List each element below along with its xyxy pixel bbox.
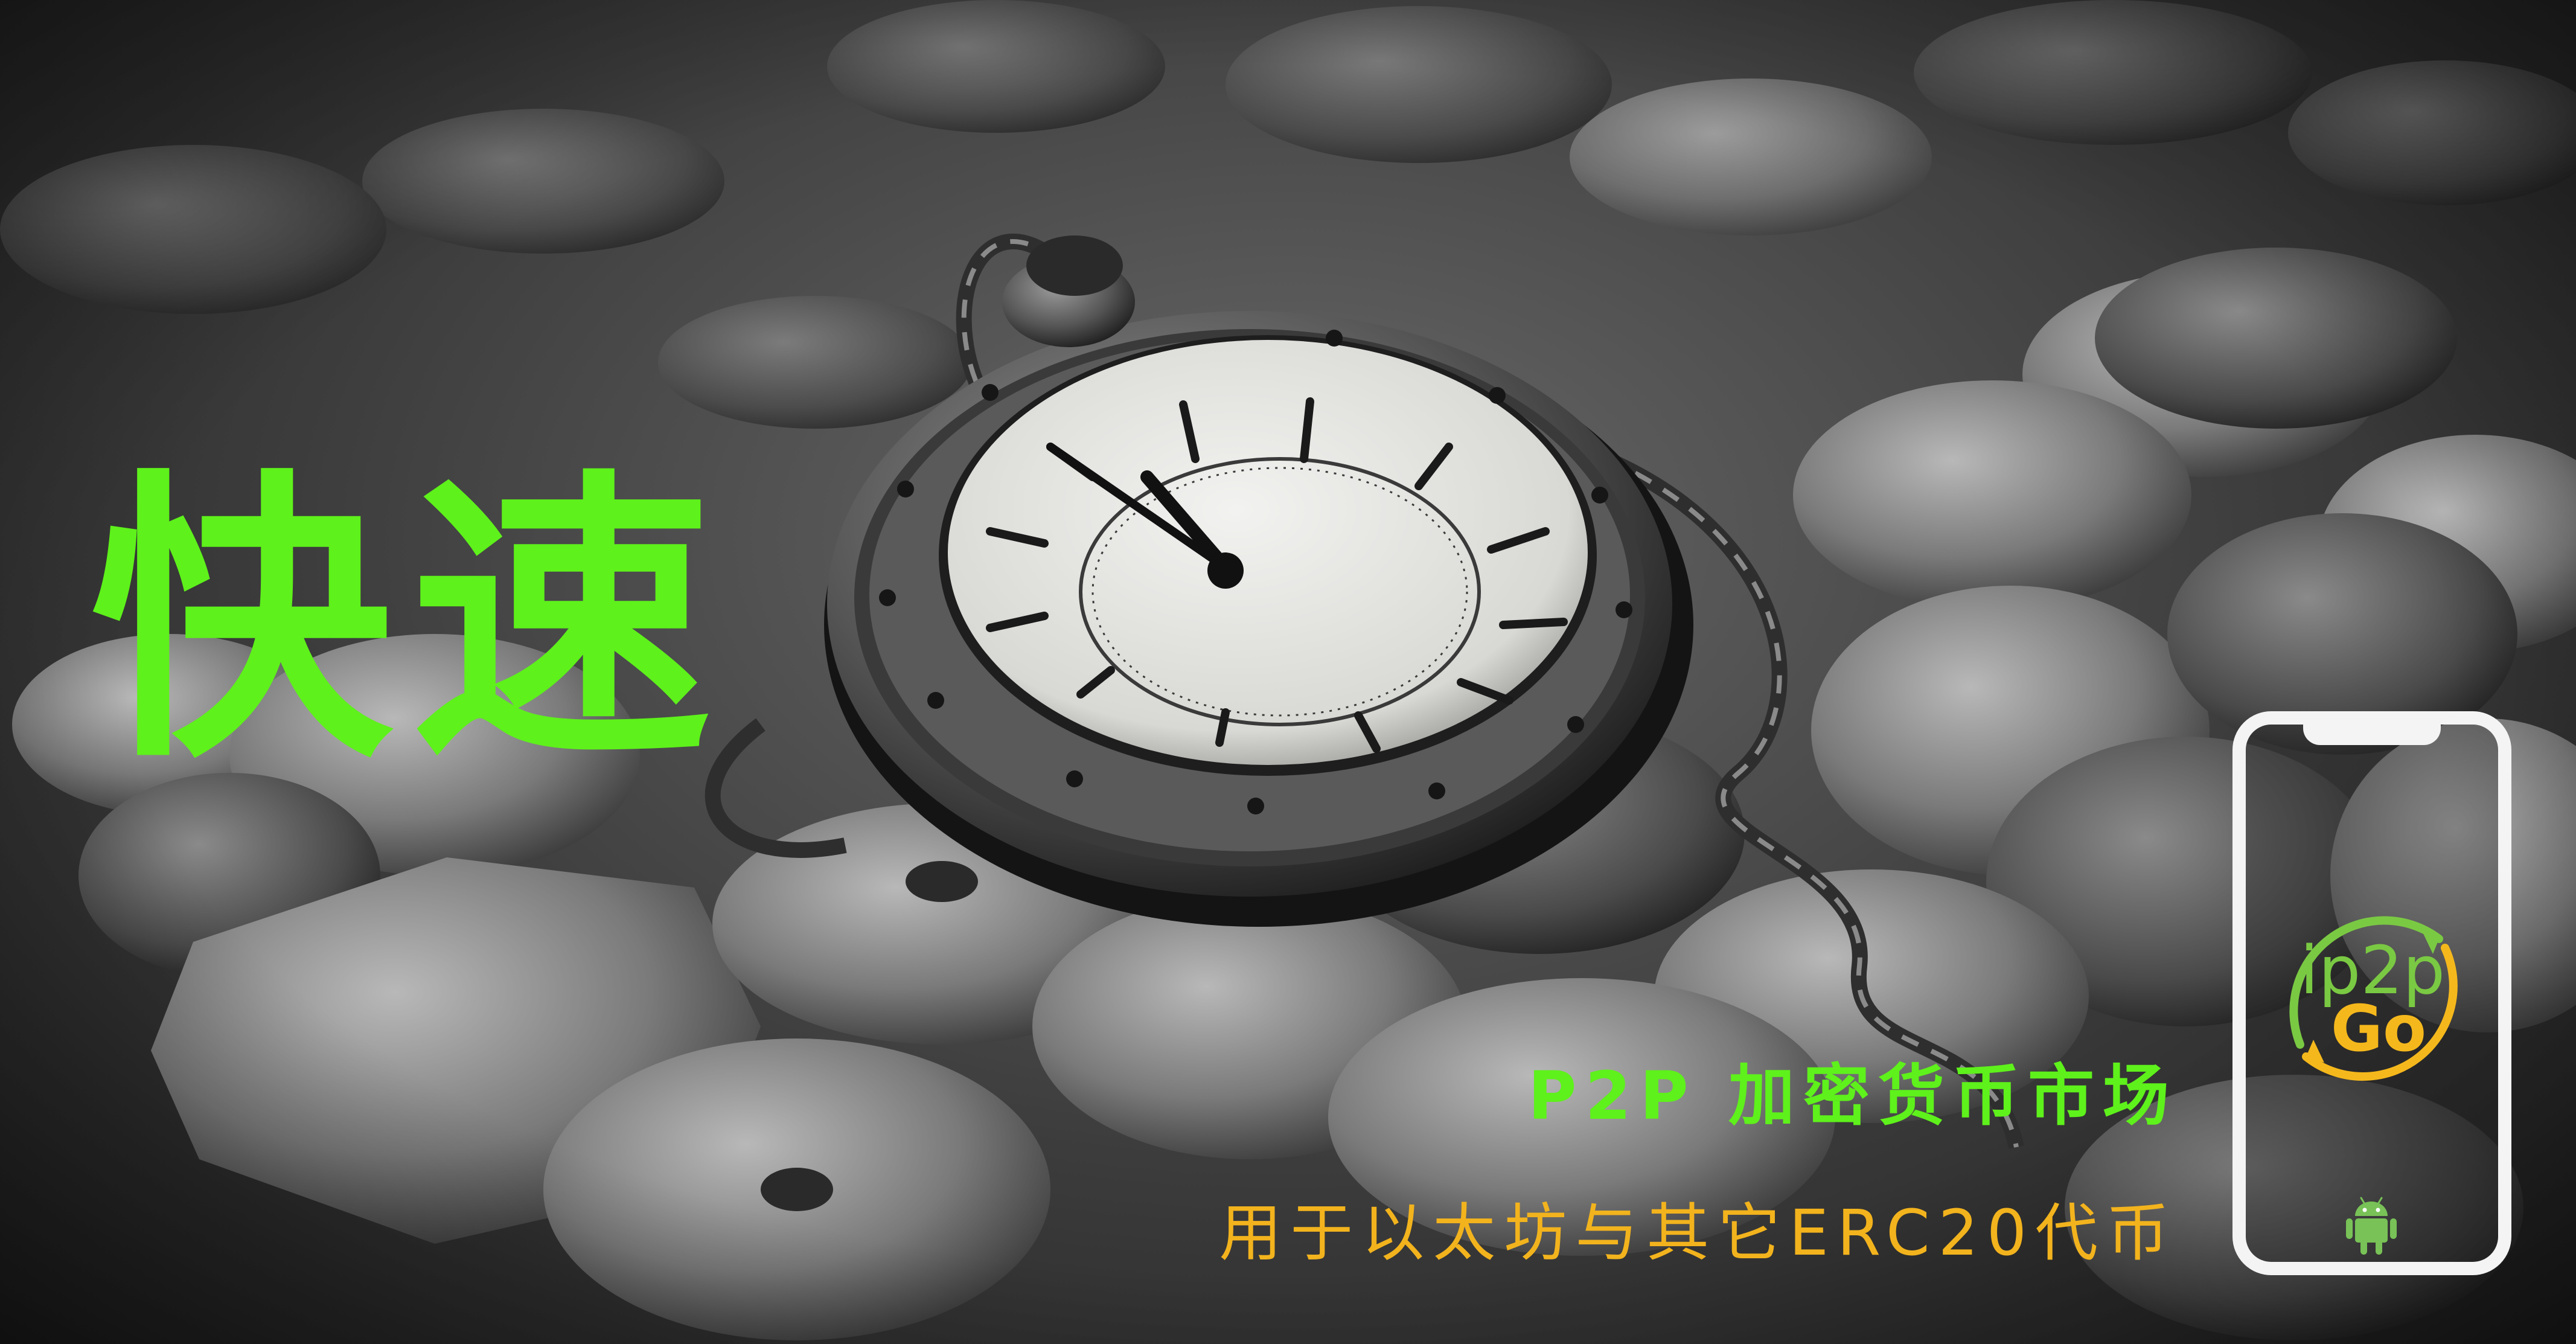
tagline: 用于以太坊与其它ERC20代币 [1219,1196,2178,1270]
android-icon [2346,1197,2397,1255]
phone-notch [2303,723,2441,745]
subtitle: P2P 加密货币市场 [1527,1057,2178,1134]
logo-lettering-top: ip2p [2300,932,2445,1009]
phone-mockup: ip2p Go [2232,711,2511,1275]
logo-lettering-bottom: Go [2331,992,2426,1066]
app-logo-icon: ip2p Go [2289,916,2458,1081]
headline: 快速 [91,446,730,798]
